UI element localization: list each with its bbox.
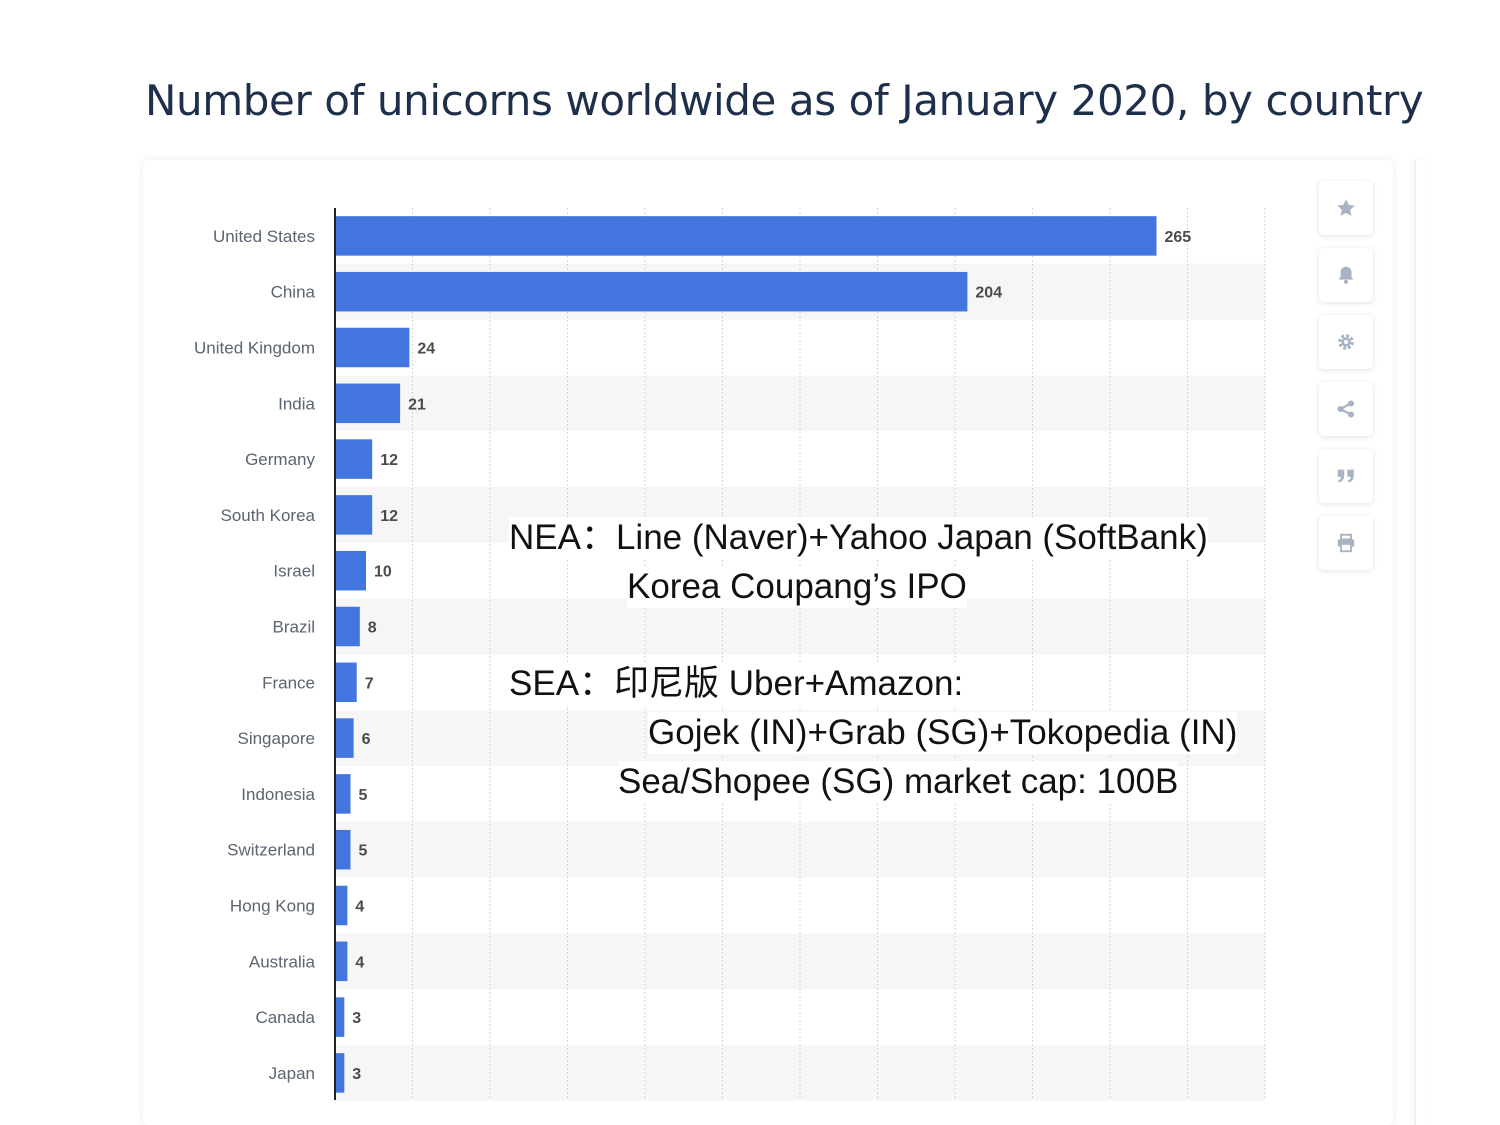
bar	[335, 495, 373, 535]
data-label: 21	[408, 396, 426, 413]
category-label: India	[278, 394, 315, 413]
bar	[335, 662, 357, 703]
category-label: Hong Kong	[230, 897, 315, 916]
row-band	[335, 375, 1265, 432]
category-label: Brazil	[272, 618, 315, 637]
category-label: Canada	[255, 1008, 315, 1027]
data-label: 5	[359, 787, 368, 804]
annotation-sea-line3: Sea/Shopee (SG) market cap: 100B	[618, 761, 1179, 803]
bar	[335, 941, 348, 982]
share-button[interactable]	[1319, 382, 1373, 436]
data-label: 7	[365, 675, 374, 692]
data-label: 6	[362, 731, 371, 748]
chart-title: Number of unicorns worldwide as of Janua…	[145, 76, 1424, 125]
print-icon	[1337, 533, 1355, 553]
bar	[335, 327, 410, 368]
category-label: Australia	[249, 952, 316, 971]
category-label: Germany	[245, 450, 315, 469]
category-label: Singapore	[237, 729, 315, 748]
data-label: 5	[359, 843, 368, 860]
data-label: 12	[380, 508, 398, 525]
data-label: 3	[352, 1066, 361, 1083]
adjacent-card-edge	[1415, 160, 1428, 1125]
category-label: Switzerland	[227, 841, 315, 860]
annotation-sea-line2: Gojek (IN)+Grab (SG)+Tokopedia (IN)	[648, 712, 1238, 754]
data-label: 265	[1165, 229, 1192, 246]
notification-button[interactable]	[1319, 248, 1373, 302]
data-label: 10	[374, 564, 392, 581]
data-label: 3	[352, 1010, 361, 1027]
bar	[335, 271, 968, 312]
bar	[335, 718, 354, 758]
annotation-nea-line1: NEA：Line (Naver)+Yahoo Japan (SoftBank)	[509, 517, 1208, 559]
bar	[335, 774, 351, 814]
print-button[interactable]	[1319, 516, 1373, 570]
category-label: France	[262, 673, 315, 692]
bar-chart: United States 265 China 204 United Kingdom 24…	[194, 208, 1266, 1101]
settings-button[interactable]	[1319, 315, 1373, 369]
bar	[335, 383, 401, 424]
favorite-button[interactable]	[1319, 181, 1373, 235]
bar	[335, 216, 1157, 256]
quote-icon	[1337, 469, 1354, 483]
bar	[335, 1053, 345, 1093]
cite-button[interactable]	[1319, 449, 1373, 503]
annotation-nea-line2: Korea Coupang’s IPO	[627, 566, 967, 608]
category-label: Japan	[269, 1064, 315, 1083]
bar	[335, 550, 366, 591]
category-label: United Kingdom	[194, 339, 315, 358]
category-label: United States	[213, 227, 315, 246]
bar	[335, 885, 348, 926]
gear-icon	[1338, 334, 1354, 350]
annotation-sea-line1: SEA：印尼版 Uber+Amazon:	[509, 663, 964, 705]
data-label: 204	[975, 285, 1002, 302]
bar	[335, 829, 351, 870]
bar	[335, 439, 373, 479]
star-icon	[1337, 199, 1355, 216]
data-label: 24	[417, 341, 435, 358]
bar	[335, 606, 360, 647]
category-label: Indonesia	[241, 785, 315, 804]
data-label: 8	[368, 620, 377, 637]
bar	[335, 997, 345, 1037]
bell-icon	[1338, 266, 1354, 284]
category-label: South Korea	[220, 506, 315, 525]
share-icon	[1337, 400, 1355, 418]
data-label: 4	[355, 954, 364, 971]
data-label: 12	[380, 452, 398, 469]
data-label: 4	[355, 899, 364, 916]
category-label: Israel	[273, 562, 315, 581]
category-label: China	[271, 283, 316, 302]
